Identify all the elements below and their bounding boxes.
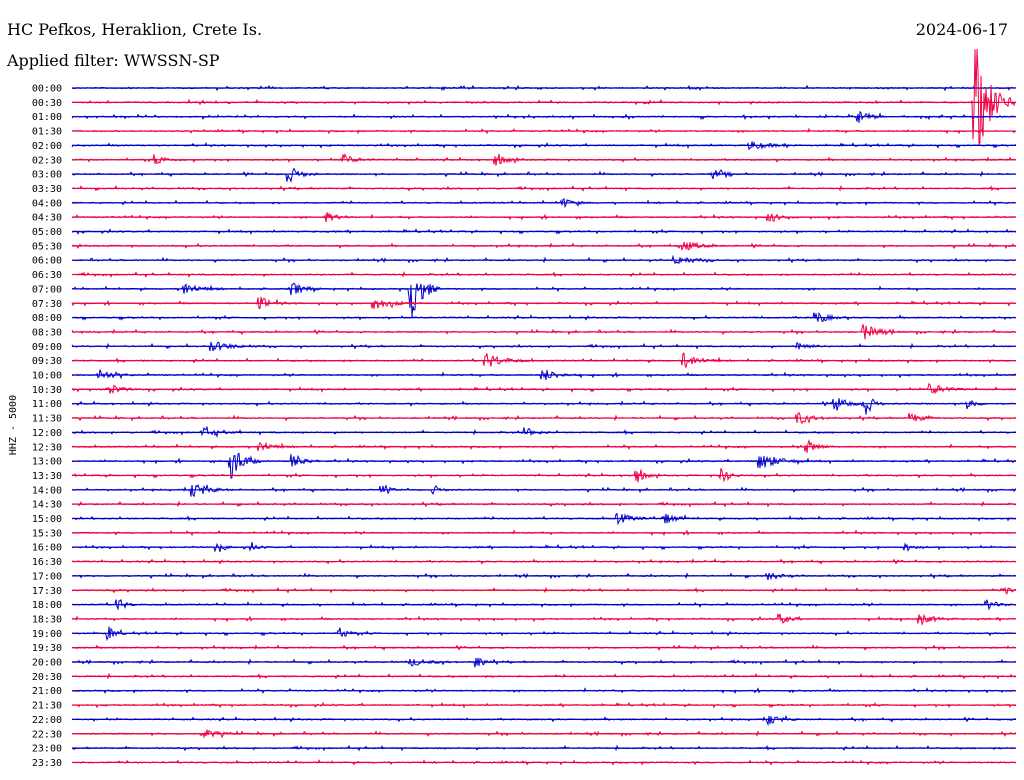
row-label: 12:00: [32, 428, 62, 439]
trace-row-1730: [71, 586, 1017, 595]
row-label: 02:30: [32, 155, 62, 166]
row-label: 18:30: [32, 614, 62, 625]
row-label: 12:30: [32, 442, 62, 453]
row-label: 08:30: [32, 327, 62, 338]
station-title: HC Pefkos, Heraklion, Crete Is.: [7, 20, 263, 39]
trace-row-1100: [71, 398, 1017, 415]
row-label: 14:00: [32, 485, 62, 496]
row-label: 03:30: [32, 184, 62, 195]
trace-row-0100: [71, 110, 1017, 123]
row-label: 15:30: [32, 528, 62, 539]
row-label: 17:00: [32, 571, 62, 582]
row-label: 00:00: [32, 84, 62, 95]
row-label: 15:00: [32, 514, 62, 525]
row-label: 05:00: [32, 227, 62, 238]
trace-row-0700: [71, 282, 1017, 317]
trace-row-0030: [71, 48, 1017, 146]
row-label: 20:00: [32, 658, 62, 669]
row-label: 05:30: [32, 241, 62, 252]
row-label: 01:30: [32, 127, 62, 138]
row-label: 07:00: [32, 284, 62, 295]
row-label: 13:00: [32, 457, 62, 468]
row-label: 10:00: [32, 371, 62, 382]
row-label: 13:30: [32, 471, 62, 482]
row-label: 17:30: [32, 586, 62, 597]
row-label: 07:30: [32, 299, 62, 310]
row-label: 23:00: [32, 744, 62, 755]
row-label: 20:30: [32, 672, 62, 683]
row-label: 11:00: [32, 399, 62, 410]
filter-name: WWSSN-SP: [123, 51, 220, 70]
trace-row-1400: [71, 483, 1017, 498]
row-label: 03:00: [32, 170, 62, 181]
row-label: 09:30: [32, 356, 62, 367]
row-label: 19:30: [32, 643, 62, 654]
row-label: 14:30: [32, 500, 62, 511]
trace-row-1200: [71, 426, 1017, 439]
trace-row-2000: [71, 657, 1017, 668]
row-label: 08:00: [32, 313, 62, 324]
row-label: 10:30: [32, 385, 62, 396]
trace-row-1700: [71, 572, 1017, 581]
row-label: 09:00: [32, 342, 62, 353]
row-label: 01:00: [32, 112, 62, 123]
trace-group: [71, 48, 1017, 766]
row-label: 18:00: [32, 600, 62, 611]
y-axis-label: HHZ - 5000: [8, 395, 19, 455]
date-label: 2024-06-17: [915, 20, 1008, 39]
row-tick-labels: 00:00 00:30 01:00 01:30 02:00 02:30 03:00 03:30…: [32, 84, 62, 769]
row-label: 06:30: [32, 270, 62, 281]
trace-row-1030: [71, 382, 1017, 394]
row-label: 11:30: [32, 414, 62, 425]
row-label: 21:30: [32, 701, 62, 712]
row-label: 06:00: [32, 256, 62, 267]
row-label: 02:00: [32, 141, 62, 152]
filter-label: Applied filter: WWSSN-SP: [7, 51, 220, 70]
row-label: 21:00: [32, 686, 62, 697]
row-label: 16:00: [32, 543, 62, 554]
filter-prefix: Applied filter:: [7, 51, 119, 70]
row-label: 23:30: [32, 758, 62, 769]
row-label: 22:00: [32, 715, 62, 726]
row-label: 00:30: [32, 98, 62, 109]
row-label: 19:00: [32, 629, 62, 640]
row-label: 04:00: [32, 198, 62, 209]
row-label: 16:30: [32, 557, 62, 568]
row-label: 22:30: [32, 729, 62, 740]
row-label: 04:30: [32, 213, 62, 224]
trace-row-0300: [71, 167, 1017, 184]
trace-row-2200: [71, 714, 1017, 727]
